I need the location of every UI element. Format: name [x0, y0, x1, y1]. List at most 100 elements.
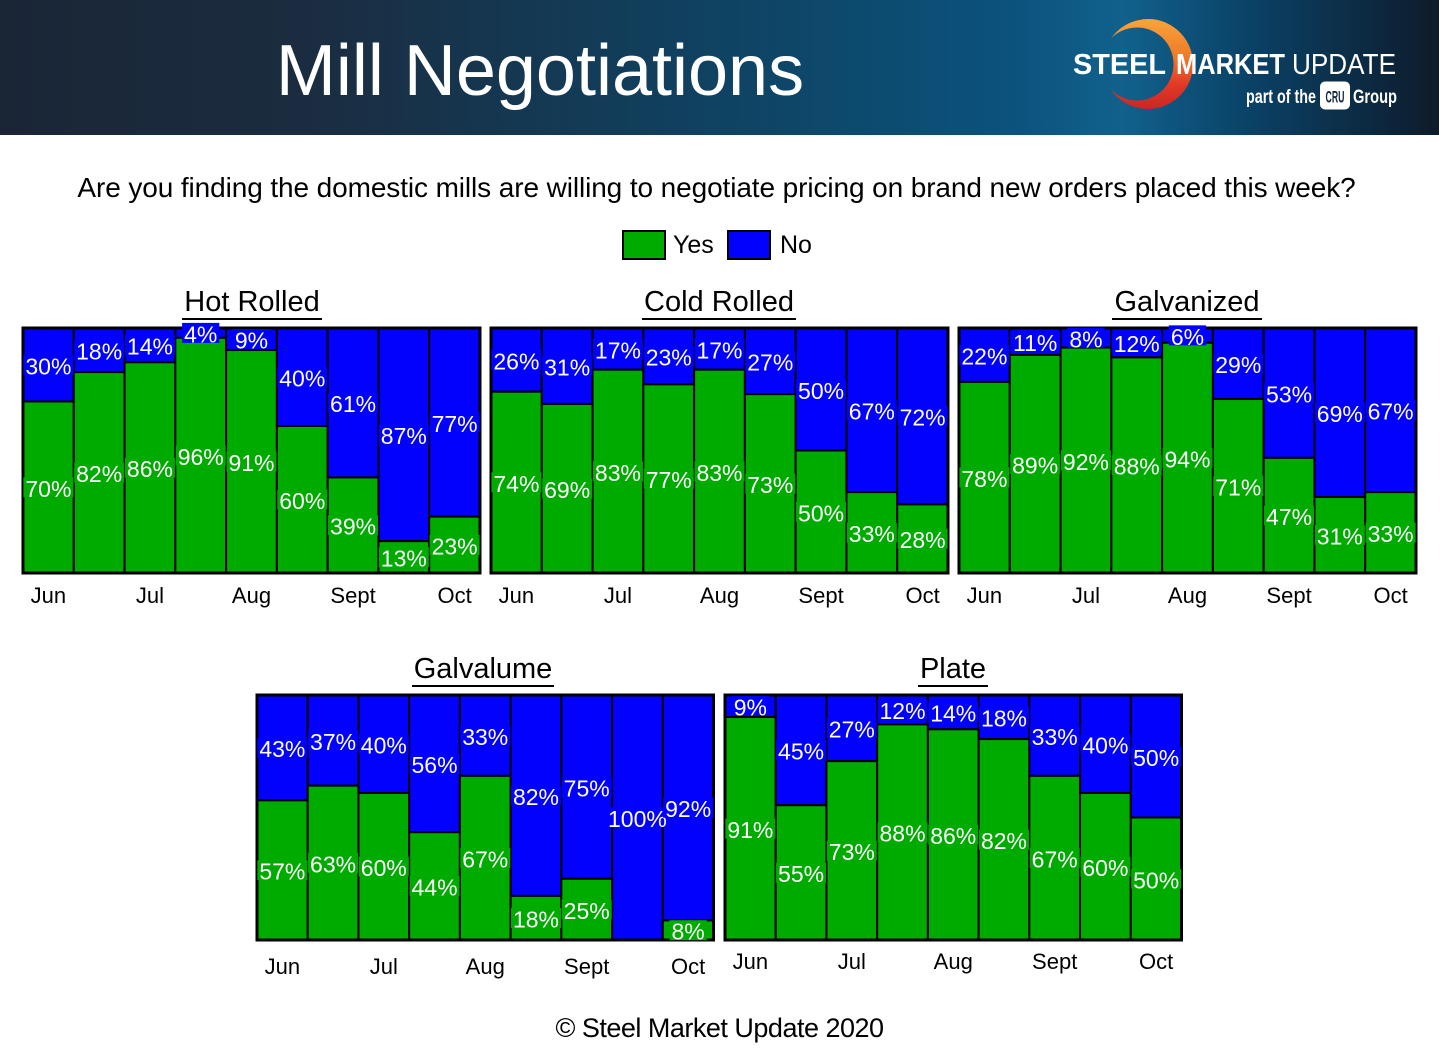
- svg-text:UPDATE: UPDATE: [1292, 49, 1396, 81]
- svg-text:8%: 8%: [671, 919, 704, 945]
- svg-text:23%: 23%: [646, 345, 692, 371]
- svg-text:MARKET: MARKET: [1176, 49, 1285, 81]
- svg-text:6%: 6%: [1171, 324, 1204, 350]
- svg-text:86%: 86%: [930, 823, 976, 849]
- svg-text:29%: 29%: [1215, 352, 1261, 378]
- svg-text:60%: 60%: [279, 488, 325, 514]
- svg-text:Sept: Sept: [1266, 583, 1311, 608]
- svg-text:61%: 61%: [330, 391, 376, 417]
- svg-text:67%: 67%: [462, 846, 508, 872]
- svg-text:88%: 88%: [880, 821, 926, 847]
- svg-text:Aug: Aug: [934, 949, 973, 974]
- svg-text:30%: 30%: [25, 353, 71, 379]
- svg-text:40%: 40%: [360, 733, 406, 759]
- svg-text:Aug: Aug: [465, 954, 504, 979]
- svg-text:27%: 27%: [829, 717, 875, 743]
- svg-text:82%: 82%: [981, 828, 1027, 854]
- svg-text:part of the: part of the: [1246, 87, 1316, 108]
- svg-text:50%: 50%: [798, 378, 844, 404]
- svg-text:69%: 69%: [1317, 401, 1363, 427]
- svg-text:8%: 8%: [1069, 326, 1102, 352]
- svg-text:33%: 33%: [1368, 521, 1414, 547]
- svg-text:83%: 83%: [696, 460, 742, 486]
- svg-text:39%: 39%: [330, 514, 376, 540]
- svg-text:Sept: Sept: [1032, 949, 1077, 974]
- svg-text:92%: 92%: [1063, 449, 1109, 475]
- svg-text:91%: 91%: [727, 817, 773, 843]
- svg-text:14%: 14%: [930, 701, 976, 727]
- svg-text:60%: 60%: [360, 855, 406, 881]
- svg-text:18%: 18%: [512, 906, 558, 932]
- svg-text:50%: 50%: [1133, 867, 1179, 893]
- svg-text:Group: Group: [1353, 87, 1397, 108]
- svg-text:96%: 96%: [178, 444, 224, 470]
- svg-text:56%: 56%: [411, 752, 457, 778]
- svg-text:Aug: Aug: [700, 583, 739, 608]
- svg-text:Jul: Jul: [369, 954, 397, 979]
- svg-text:Jun: Jun: [967, 583, 1002, 608]
- svg-text:33%: 33%: [462, 724, 508, 750]
- svg-text:Jun: Jun: [31, 583, 66, 608]
- svg-text:72%: 72%: [900, 405, 946, 431]
- svg-text:63%: 63%: [310, 851, 356, 877]
- svg-text:12%: 12%: [880, 698, 926, 724]
- svg-text:57%: 57%: [259, 859, 305, 885]
- svg-text:22%: 22%: [961, 343, 1007, 369]
- svg-text:Jun: Jun: [499, 583, 534, 608]
- svg-text:40%: 40%: [1082, 733, 1128, 759]
- svg-text:31%: 31%: [544, 354, 590, 380]
- svg-text:18%: 18%: [76, 339, 122, 365]
- svg-text:27%: 27%: [747, 350, 793, 376]
- svg-text:Jul: Jul: [838, 949, 866, 974]
- svg-text:70%: 70%: [25, 476, 71, 502]
- svg-text:74%: 74%: [493, 471, 539, 497]
- svg-text:Jun: Jun: [264, 954, 299, 979]
- svg-text:11%: 11%: [1013, 330, 1057, 356]
- svg-text:9%: 9%: [734, 695, 767, 721]
- svg-text:9%: 9%: [235, 328, 268, 354]
- svg-text:78%: 78%: [961, 466, 1007, 492]
- svg-text:71%: 71%: [1215, 475, 1261, 501]
- svg-text:18%: 18%: [981, 706, 1027, 732]
- svg-text:33%: 33%: [1032, 724, 1078, 750]
- svg-text:4%: 4%: [184, 321, 217, 347]
- svg-text:Sept: Sept: [564, 954, 609, 979]
- svg-text:75%: 75%: [563, 775, 609, 801]
- svg-text:89%: 89%: [1012, 452, 1058, 478]
- svg-text:Oct: Oct: [437, 583, 471, 608]
- svg-text:82%: 82%: [512, 784, 558, 810]
- svg-text:67%: 67%: [1032, 846, 1078, 872]
- svg-text:Sept: Sept: [330, 583, 375, 608]
- svg-text:92%: 92%: [665, 796, 711, 822]
- svg-text:Oct: Oct: [671, 954, 705, 979]
- svg-text:67%: 67%: [849, 399, 895, 425]
- svg-text:Jun: Jun: [733, 949, 768, 974]
- svg-text:Jul: Jul: [136, 583, 164, 608]
- svg-text:53%: 53%: [1266, 381, 1312, 407]
- svg-text:100%: 100%: [608, 806, 667, 832]
- svg-text:17%: 17%: [696, 337, 742, 363]
- svg-text:55%: 55%: [778, 861, 824, 887]
- svg-text:25%: 25%: [563, 898, 609, 924]
- svg-text:50%: 50%: [1133, 745, 1179, 771]
- svg-text:86%: 86%: [127, 456, 173, 482]
- svg-text:94%: 94%: [1164, 446, 1210, 472]
- svg-text:33%: 33%: [849, 521, 895, 547]
- svg-text:50%: 50%: [798, 500, 844, 526]
- svg-text:43%: 43%: [259, 736, 305, 762]
- svg-text:44%: 44%: [411, 875, 457, 901]
- svg-text:Aug: Aug: [1168, 583, 1207, 608]
- svg-text:77%: 77%: [432, 411, 478, 437]
- svg-text:40%: 40%: [279, 366, 325, 392]
- svg-text:Sept: Sept: [798, 583, 843, 608]
- svg-text:37%: 37%: [310, 729, 356, 755]
- svg-text:45%: 45%: [778, 739, 824, 765]
- svg-text:73%: 73%: [829, 839, 875, 865]
- svg-text:STEEL: STEEL: [1073, 49, 1166, 81]
- svg-text:82%: 82%: [76, 461, 122, 487]
- svg-text:17%: 17%: [595, 337, 641, 363]
- svg-text:73%: 73%: [747, 472, 793, 498]
- svg-text:88%: 88%: [1114, 454, 1160, 480]
- svg-text:Oct: Oct: [1139, 949, 1173, 974]
- svg-text:31%: 31%: [1317, 524, 1363, 550]
